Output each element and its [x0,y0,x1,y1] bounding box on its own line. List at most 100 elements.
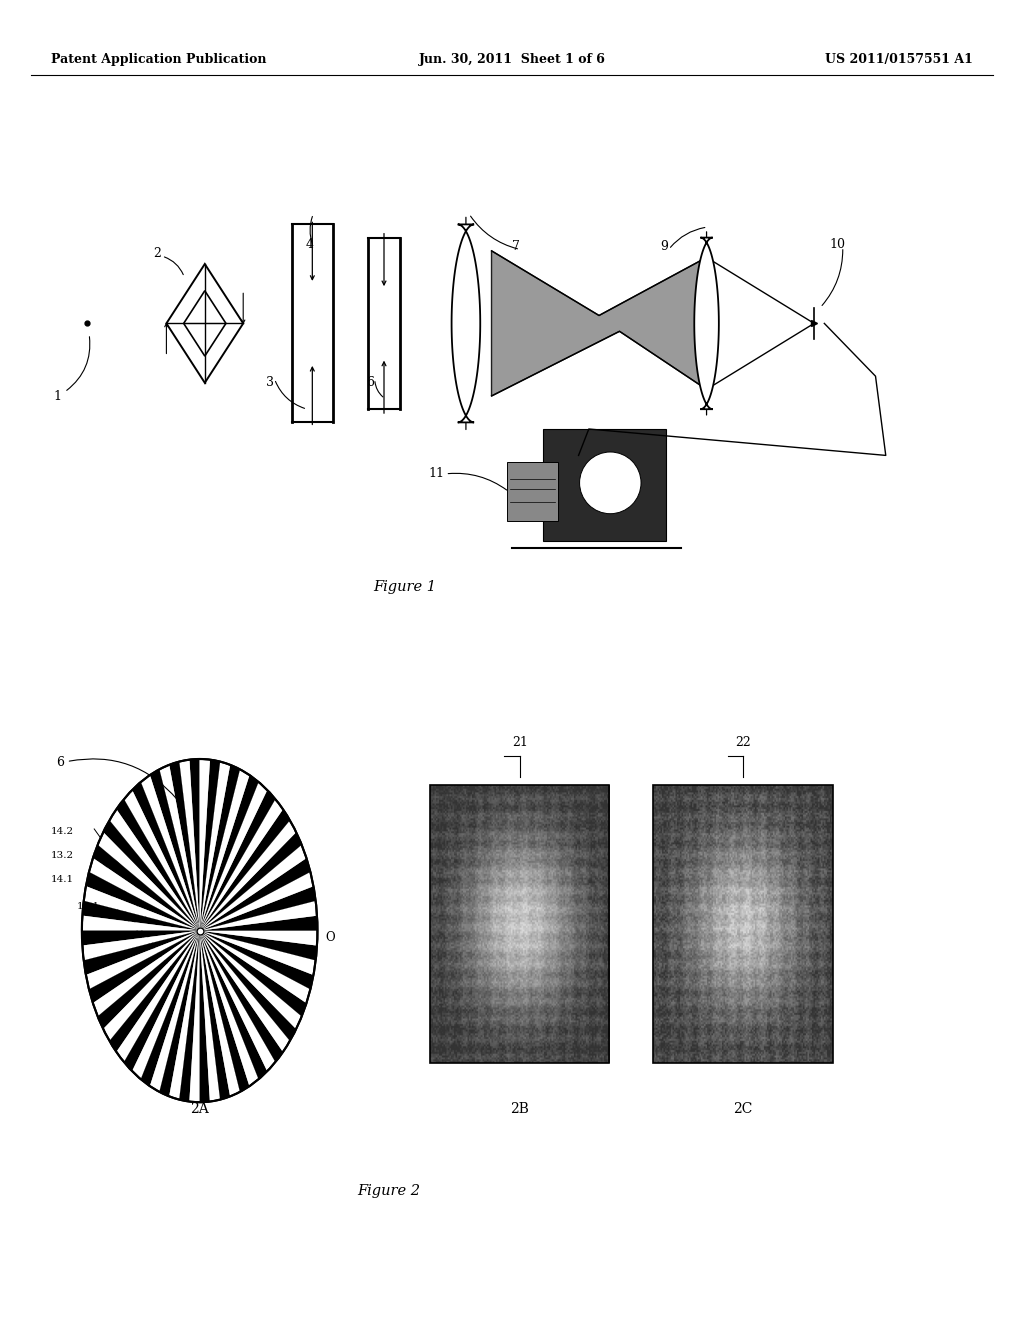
Polygon shape [169,931,200,1100]
Polygon shape [117,799,200,931]
Bar [543,429,666,541]
Polygon shape [200,764,240,931]
Polygon shape [200,931,317,961]
Polygon shape [82,931,200,945]
Polygon shape [694,238,719,409]
Ellipse shape [82,759,317,1102]
Text: 13.1: 13.1 [77,903,100,912]
Polygon shape [200,762,230,931]
Polygon shape [179,759,200,931]
Polygon shape [200,931,306,1016]
Text: 6: 6 [56,755,65,768]
Polygon shape [86,873,200,931]
Polygon shape [200,820,296,931]
Polygon shape [110,809,200,931]
Polygon shape [150,931,200,1092]
Polygon shape [452,224,480,422]
Text: 2: 2 [154,247,162,260]
Polygon shape [200,931,315,975]
Text: 11: 11 [428,467,444,480]
Text: 14.2: 14.2 [51,828,75,837]
Polygon shape [200,845,306,931]
Polygon shape [179,931,200,1102]
Polygon shape [110,931,200,1052]
Polygon shape [200,759,220,931]
Polygon shape [200,775,258,931]
Polygon shape [200,931,258,1086]
Polygon shape [124,931,200,1071]
Text: 14.1: 14.1 [51,875,75,884]
Polygon shape [150,770,200,931]
Polygon shape [93,845,200,931]
Polygon shape [200,781,267,931]
Polygon shape [82,931,200,961]
Polygon shape [200,931,310,1003]
Polygon shape [200,916,317,931]
Polygon shape [132,931,200,1080]
Polygon shape [84,886,200,931]
Bar [430,785,609,1063]
Text: 13.2: 13.2 [51,851,75,861]
Text: 7: 7 [512,240,520,253]
Text: US 2011/0157551 A1: US 2011/0157551 A1 [825,53,973,66]
Polygon shape [132,781,200,931]
Polygon shape [200,809,290,931]
Polygon shape [103,931,200,1041]
Polygon shape [82,916,200,931]
Text: Figure 1: Figure 1 [373,581,436,594]
Text: 6: 6 [367,376,375,389]
Polygon shape [200,759,210,931]
Bar [653,785,833,1063]
Polygon shape [89,931,200,1003]
Polygon shape [200,931,283,1063]
Text: Figure 2: Figure 2 [357,1184,421,1197]
Polygon shape [200,770,250,931]
Text: Patent Application Publication: Patent Application Publication [51,53,266,66]
Polygon shape [492,251,707,396]
Polygon shape [200,931,302,1030]
Polygon shape [103,820,200,931]
Text: 9: 9 [660,240,669,253]
Text: 2B: 2B [510,1102,529,1115]
Text: 22: 22 [735,735,751,748]
Polygon shape [189,931,200,1102]
Polygon shape [189,759,200,931]
Ellipse shape [580,451,641,513]
Polygon shape [82,900,200,931]
Polygon shape [200,931,317,945]
Polygon shape [97,931,200,1030]
Polygon shape [200,832,302,931]
Polygon shape [200,931,230,1100]
Polygon shape [200,900,317,931]
Polygon shape [160,764,200,931]
Polygon shape [89,858,200,931]
Text: 4: 4 [305,238,313,251]
Polygon shape [141,775,200,931]
Text: 10: 10 [829,238,846,251]
Polygon shape [169,762,200,931]
Polygon shape [84,931,200,975]
Polygon shape [200,931,275,1071]
Bar [507,462,558,521]
Polygon shape [200,931,296,1041]
Polygon shape [124,791,200,931]
Polygon shape [200,858,310,931]
Polygon shape [86,931,200,989]
Polygon shape [200,931,240,1097]
Text: 3: 3 [266,376,274,389]
Polygon shape [200,886,315,931]
Text: 2C: 2C [733,1102,753,1115]
Text: Jun. 30, 2011  Sheet 1 of 6: Jun. 30, 2011 Sheet 1 of 6 [419,53,605,66]
Text: 21: 21 [512,735,527,748]
Text: 2A: 2A [190,1102,209,1115]
Polygon shape [117,931,200,1063]
Polygon shape [200,791,275,931]
Polygon shape [93,931,200,1016]
Polygon shape [200,931,267,1080]
Polygon shape [200,931,313,989]
Polygon shape [200,931,250,1092]
Polygon shape [160,931,200,1097]
Polygon shape [200,931,290,1052]
Polygon shape [97,832,200,931]
Text: O: O [326,931,335,944]
